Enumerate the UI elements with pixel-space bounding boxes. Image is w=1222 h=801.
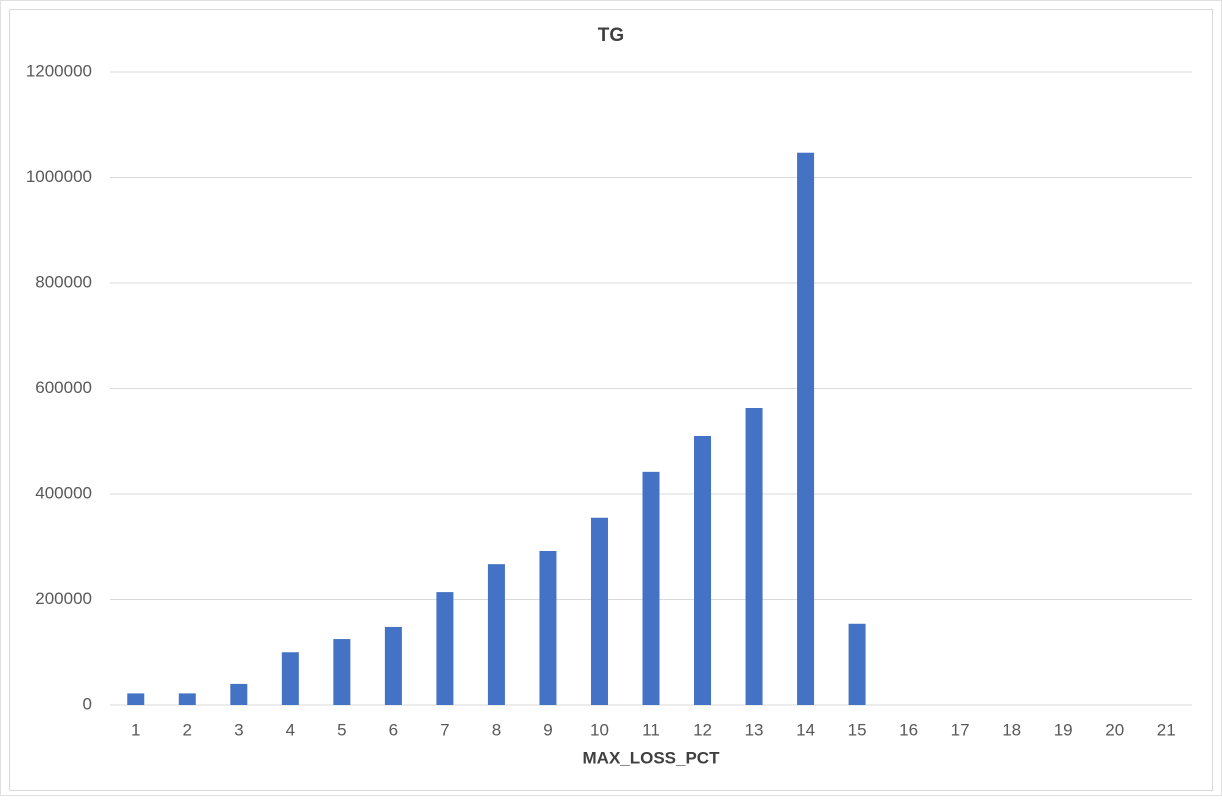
chart-title: TG: [598, 25, 624, 46]
x-tick-label: 17: [951, 720, 970, 739]
bar: [487, 564, 505, 705]
bar: [178, 693, 196, 705]
x-tick-label: 7: [440, 720, 449, 739]
y-tick-label: 800000: [35, 272, 92, 291]
bar: [590, 517, 608, 705]
x-tick-label: 19: [1054, 720, 1073, 739]
bar: [436, 592, 454, 705]
bar: [333, 639, 351, 705]
x-tick-label: 11: [642, 720, 660, 739]
x-tick-label: 6: [389, 720, 398, 739]
x-tick-label: 18: [1002, 720, 1021, 739]
x-tick-label: 4: [286, 720, 295, 739]
x-tick-label: 8: [492, 720, 501, 739]
plot-frame: [9, 9, 1213, 791]
bar: [848, 623, 866, 705]
x-tick-label: 15: [848, 720, 867, 739]
bar: [539, 550, 557, 705]
bar: [745, 408, 763, 705]
x-tick-label: 20: [1105, 720, 1124, 739]
bar: [384, 626, 402, 705]
x-tick-label: 12: [693, 720, 712, 739]
bar: [694, 435, 712, 705]
y-tick-label: 0: [83, 694, 92, 713]
x-tick-label: 1: [131, 720, 140, 739]
x-tick-label: 3: [234, 720, 243, 739]
bar: [797, 152, 815, 705]
y-tick-label: 1200000: [26, 61, 92, 80]
y-tick-label: 200000: [35, 589, 92, 608]
x-tick-label: 13: [745, 720, 764, 739]
x-tick-label: 5: [337, 720, 346, 739]
x-tick-label: 16: [899, 720, 918, 739]
y-tick-label: 600000: [35, 378, 92, 397]
x-tick-label: 9: [543, 720, 552, 739]
bar: [642, 471, 660, 705]
x-tick-label: 21: [1157, 720, 1176, 739]
bar: [281, 652, 299, 705]
y-tick-label: 400000: [35, 483, 92, 502]
x-tick-label: 14: [796, 720, 815, 739]
bar: [230, 683, 248, 705]
y-tick-label: 1000000: [26, 167, 92, 186]
x-tick-label: 2: [183, 720, 192, 739]
x-axis-label: MAX_LOSS_PCT: [583, 748, 721, 767]
bar: [127, 693, 145, 705]
x-tick-label: 10: [590, 720, 609, 739]
